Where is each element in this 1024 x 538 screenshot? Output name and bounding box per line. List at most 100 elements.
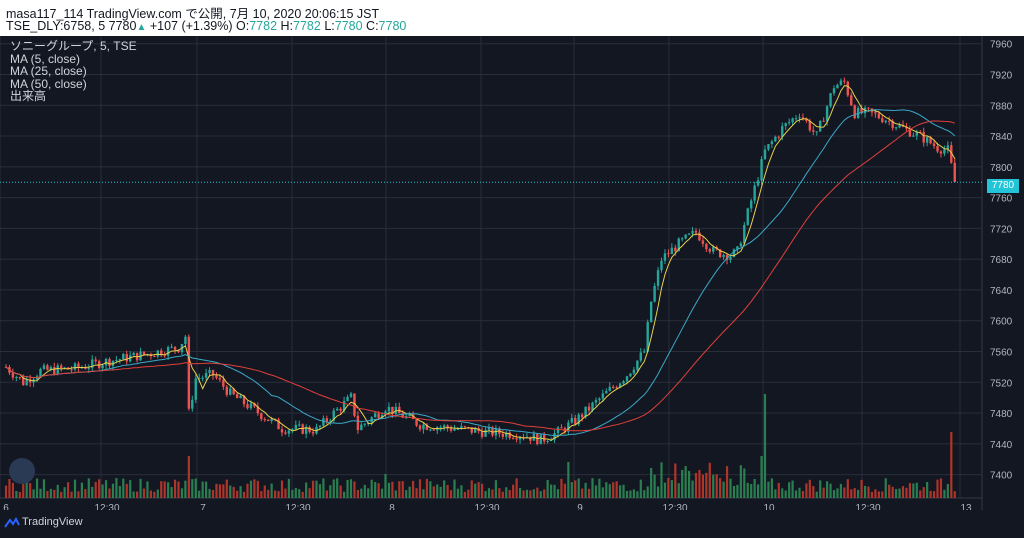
price-chart[interactable]: 7960 7920 7880 7840 7800 7760 7720 7680 7640 7600…: [0, 36, 1024, 516]
candle-body: [215, 375, 218, 378]
x-tick-label: 6: [3, 503, 9, 514]
volume-bar: [901, 486, 905, 498]
volume-bar: [280, 480, 284, 498]
volume-bar: [77, 491, 80, 498]
volume-bar: [180, 488, 184, 498]
volume-bar: [908, 483, 911, 498]
volume-bar: [891, 486, 894, 498]
volume-bar: [377, 483, 380, 498]
volume-bar: [239, 486, 242, 498]
high-value: 7782: [293, 19, 321, 33]
volume-bar: [667, 477, 670, 498]
candle-body: [812, 130, 815, 132]
candle-body: [142, 351, 146, 355]
volume-bar: [42, 479, 46, 498]
candle-body: [894, 127, 898, 129]
volume-bar: [498, 488, 501, 498]
candle-body: [432, 429, 435, 431]
candle-body: [284, 432, 287, 434]
candle-body: [936, 146, 939, 152]
volume-bar: [719, 478, 722, 498]
volume-bar: [477, 482, 480, 498]
volume-bar: [529, 490, 532, 498]
candle-body: [625, 376, 629, 382]
candle-body: [601, 393, 605, 399]
volume-bar: [777, 482, 780, 498]
volume-bar: [360, 488, 363, 498]
volume-bar: [950, 432, 953, 498]
candle-body: [615, 387, 618, 389]
candle-body: [18, 377, 21, 379]
volume-bar: [122, 478, 125, 498]
y-tick-label: 7920: [990, 70, 1013, 81]
volume-bar: [853, 488, 856, 498]
volume-bar: [253, 479, 256, 498]
volume-bar: [577, 478, 580, 498]
x-tick-label: 12:30: [94, 503, 119, 514]
candle-body: [49, 367, 53, 370]
volume-bar: [594, 485, 598, 498]
candle-body: [839, 80, 843, 85]
volume-bar: [467, 489, 470, 498]
candle-body: [322, 418, 325, 426]
candle-body: [946, 145, 950, 150]
volume-bar: [422, 489, 425, 498]
volume-bar: [139, 478, 142, 498]
candle-body: [287, 430, 291, 434]
candle-body: [39, 368, 42, 377]
candle-body: [929, 137, 932, 144]
candle-body: [505, 432, 508, 437]
candle-body: [208, 370, 211, 374]
open-value: 7782: [249, 19, 278, 33]
volume-bar: [629, 490, 632, 498]
volume-bar: [650, 467, 653, 498]
symbol-label: TSE_DLY:6758, 5: [6, 19, 106, 33]
volume-bar: [325, 490, 328, 498]
volume-bar: [691, 480, 694, 498]
volume-bar: [946, 484, 949, 498]
candle-body: [770, 141, 774, 145]
candle-body: [922, 131, 925, 143]
volume-bar: [453, 479, 456, 498]
y-tick-label: 7440: [990, 440, 1013, 451]
volume-bar: [546, 480, 549, 498]
candle-body: [377, 413, 380, 418]
volume-bar: [353, 481, 356, 498]
candle-body: [211, 370, 215, 376]
volume-bar: [136, 491, 139, 498]
candle-body: [270, 418, 273, 422]
candle-body: [781, 126, 784, 137]
legend-volume: 出来高: [10, 89, 47, 103]
candle-body: [612, 386, 615, 388]
volume-bar: [146, 481, 149, 498]
volume-bar: [850, 489, 853, 498]
candle-body: [225, 386, 228, 395]
volume-bar: [674, 463, 677, 498]
candle-body: [201, 377, 204, 379]
chart-header: masa117_114 TradingView.com で公開, 7月 10, …: [0, 0, 1024, 36]
volume-bar: [8, 479, 11, 498]
volume-bar: [494, 480, 497, 498]
candle-body: [11, 372, 15, 378]
volume-bar: [819, 480, 822, 498]
volume-bar: [543, 489, 546, 498]
candle-body: [329, 420, 332, 422]
candle-body: [639, 352, 642, 361]
volume-bar: [22, 483, 25, 498]
volume-bar: [218, 484, 221, 498]
candle-body: [912, 135, 915, 137]
candle-body: [622, 381, 625, 384]
volume-bar: [173, 479, 177, 498]
volume-bar: [432, 486, 435, 498]
volume-bar: [743, 468, 746, 498]
candle-body: [584, 406, 587, 418]
volume-bar: [29, 483, 32, 498]
candle-body: [801, 117, 805, 119]
candle-body: [77, 363, 80, 368]
candle-body: [132, 352, 135, 356]
candle-body: [553, 433, 556, 440]
volume-bar: [715, 474, 718, 498]
candle-body: [336, 408, 339, 411]
tradingview-logo-icon: [4, 517, 20, 528]
y-tick-label: 7800: [990, 163, 1013, 174]
